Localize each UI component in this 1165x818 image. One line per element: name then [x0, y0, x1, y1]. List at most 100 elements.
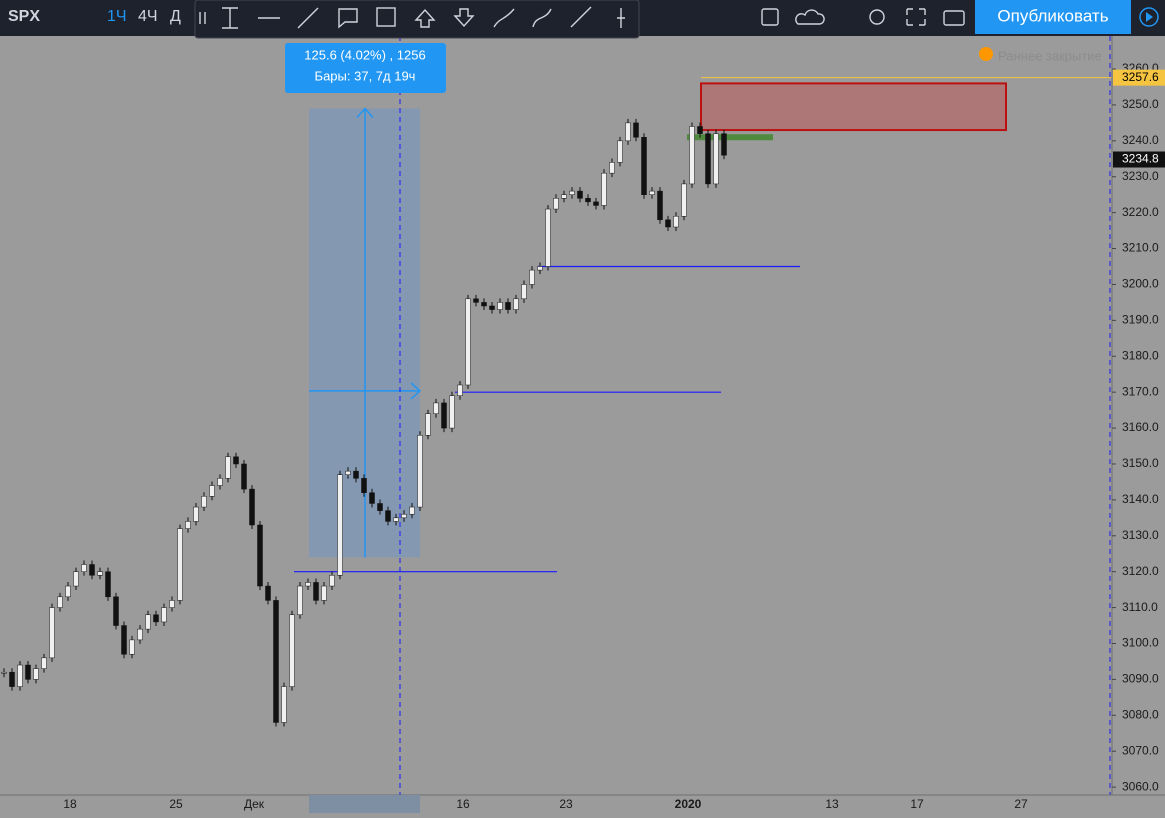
candle: [513, 298, 519, 310]
candle: [321, 585, 327, 601]
interval[interactable]: 1Ч: [107, 8, 127, 25]
notice: Раннее закрытие: [998, 48, 1102, 63]
candle: [217, 478, 223, 486]
candle: [137, 628, 143, 641]
candle: [161, 607, 167, 623]
candle: [313, 582, 319, 601]
measure-arrow: [410, 382, 422, 400]
candle: [473, 298, 479, 303]
candle: [273, 600, 279, 723]
y-tick-label: 3240.0: [1122, 133, 1159, 147]
x-tick-label: 27: [1014, 797, 1028, 811]
y-tick-label: 3090.0: [1122, 672, 1159, 686]
candle: [225, 456, 231, 479]
candle: [593, 201, 599, 206]
candle: [529, 269, 535, 285]
y-tick-label: 3170.0: [1122, 384, 1159, 398]
candle: [25, 664, 31, 680]
candle: [713, 133, 719, 185]
snapshot[interactable]: [943, 10, 965, 26]
notice-icon: [979, 47, 993, 61]
candle: [545, 208, 551, 267]
y-tick-label: 3180.0: [1122, 348, 1159, 362]
y-tick-label: 3060.0: [1122, 779, 1159, 793]
candle: [393, 517, 399, 522]
candle: [633, 122, 639, 138]
drag-handle[interactable]: [199, 12, 206, 24]
candle: [417, 434, 423, 508]
candle: [233, 456, 239, 465]
x-tick-label: 25: [169, 797, 183, 811]
y-tick-label: 3150.0: [1122, 456, 1159, 470]
candle: [113, 596, 119, 626]
x-tick-label: 17: [910, 797, 924, 811]
candle: [497, 302, 503, 310]
tool-vline[interactable]: [617, 8, 625, 28]
axes: 3260.03250.03240.03230.03220.03210.03200…: [63, 61, 1165, 811]
zone-rect: [700, 82, 1007, 132]
candle: [681, 183, 687, 217]
candle: [409, 506, 415, 515]
tool-trend[interactable]: [297, 7, 319, 29]
candle: [17, 664, 23, 687]
candle: [697, 126, 703, 134]
tool-rect[interactable]: [376, 7, 396, 27]
publish-button[interactable]: [975, 0, 1131, 34]
candle: [649, 190, 655, 195]
candle: [249, 488, 255, 526]
candle: [705, 133, 711, 185]
x-tick-label: 13: [825, 797, 839, 811]
interval[interactable]: Д: [170, 8, 181, 25]
last-price-tag: [1113, 151, 1165, 168]
candle: [1, 671, 7, 674]
interval[interactable]: 4Ч: [138, 8, 158, 25]
candle: [97, 571, 103, 576]
measure-tooltip: [285, 43, 446, 93]
tool-arrow-up[interactable]: [414, 8, 436, 28]
time-range-highlight: [309, 795, 420, 813]
candle: [537, 266, 543, 271]
candle: [433, 402, 439, 414]
measure-text: Бары: 37, 7д 19ч: [315, 68, 416, 83]
candle: [353, 470, 359, 479]
candle: [505, 302, 511, 310]
candle: [305, 582, 311, 587]
fullscreen[interactable]: [906, 8, 926, 26]
candle: [65, 585, 71, 598]
x-tick-label: 18: [63, 797, 77, 811]
tool-brush[interactable]: [493, 8, 515, 28]
cloud-menu[interactable]: [795, 9, 825, 25]
candle: [9, 671, 15, 687]
candle: [41, 657, 47, 669]
candle: [153, 614, 159, 623]
settings[interactable]: [869, 9, 885, 25]
y-tick-label: 3210.0: [1122, 241, 1159, 255]
tool-cursor[interactable]: [222, 7, 238, 29]
symbol[interactable]: SPX: [8, 8, 40, 25]
candle: [521, 284, 527, 300]
y-tick-label: 3250.0: [1122, 97, 1159, 111]
candle: [81, 564, 87, 572]
tool-square[interactable]: [761, 8, 779, 26]
measure-text: 125.6 (4.02%) , 1256: [304, 47, 425, 62]
y-tick-label: 3130.0: [1122, 528, 1159, 542]
tool-ruler[interactable]: [570, 6, 592, 28]
y-tick-label: 3220.0: [1122, 205, 1159, 219]
tool-curve[interactable]: [532, 8, 552, 28]
high-price-tag: [1113, 69, 1165, 86]
tool-callout[interactable]: [338, 8, 358, 29]
high-price-label: 3257.6: [1122, 70, 1159, 84]
candle: [169, 600, 175, 608]
last-price-label: 3234.8: [1122, 152, 1159, 166]
tool-arrow-down[interactable]: [453, 8, 475, 28]
candle: [377, 503, 383, 511]
candle: [465, 298, 471, 386]
candle: [241, 463, 247, 490]
y-tick-label: 3120.0: [1122, 564, 1159, 578]
candle: [585, 198, 591, 203]
y-tick-label: 3110.0: [1122, 600, 1158, 614]
publish-label[interactable]: Опубликовать: [997, 6, 1108, 25]
candle: [209, 485, 215, 497]
